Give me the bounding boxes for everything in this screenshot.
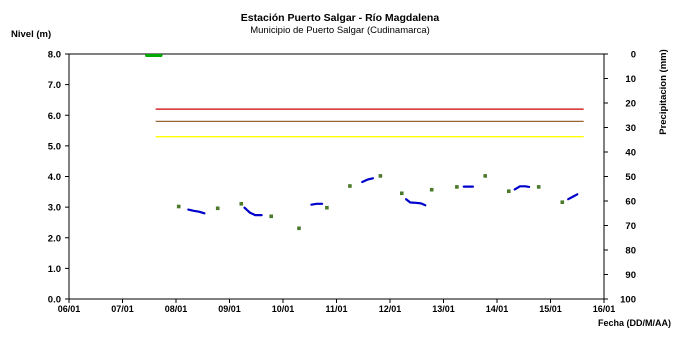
data-point <box>429 187 434 192</box>
x-tick-label: 13/01 <box>432 304 455 314</box>
data-point <box>378 174 383 178</box>
y2-tick-label: 30 <box>625 123 636 134</box>
y-tick-label: 2.0 <box>48 233 61 244</box>
y-tick-label: 7.0 <box>48 80 61 91</box>
series-line-segment <box>310 202 324 206</box>
series-line-segment <box>243 206 263 217</box>
y-tick-label: 4.0 <box>48 172 61 183</box>
series-line-segment <box>187 208 206 215</box>
series-layer <box>145 54 584 231</box>
y-tick-label: 6.0 <box>48 111 61 122</box>
data-point <box>560 200 565 204</box>
y2-tick-label: 10 <box>625 74 636 85</box>
chart-title: Estación Puerto Salgar - Río Magdalena <box>241 12 440 24</box>
x-tick-label: 14/01 <box>486 304 509 314</box>
series-line-segment <box>361 177 374 184</box>
axes-layer: 0.0 1.0 2.0 3.0 4.0 5.0 6.0 7.0 8.0 0 10 20 30 40 50 60… <box>48 50 636 315</box>
y2-tick-label: 20 <box>625 99 636 110</box>
x-tick-label: 06/01 <box>58 304 81 314</box>
y2-tick-label: 70 <box>625 221 636 232</box>
y2-tick-label: 40 <box>625 148 636 159</box>
data-point <box>348 184 352 188</box>
data-point <box>400 191 404 196</box>
y2-tick-label: 50 <box>625 172 636 183</box>
data-point <box>536 185 541 189</box>
x-tick-label: 07/01 <box>111 304 134 314</box>
x-tick-label: 10/01 <box>272 304 295 314</box>
data-point <box>455 185 459 189</box>
data-point <box>297 226 301 231</box>
plot-area <box>68 53 605 300</box>
y-tick-label: 8.0 <box>48 50 61 61</box>
data-point <box>215 206 220 211</box>
y-tick-label: 0.0 <box>48 295 61 306</box>
x-tick-label: 08/01 <box>165 304 188 314</box>
y2-tick-label: 60 <box>625 197 636 208</box>
data-point <box>239 202 244 206</box>
y-tick-label: 1.0 <box>48 264 61 275</box>
chart-subtitle: Municipio de Puerto Salgar (Cudinamarca) <box>250 25 430 36</box>
data-point <box>507 189 511 193</box>
y-tick-label: 3.0 <box>48 203 61 214</box>
x-tick-label: 16/01 <box>593 304 616 314</box>
y2-tick-label: 0 <box>631 50 636 61</box>
y2-axis-title: Precipitacion (mm) <box>658 49 669 135</box>
x-axis-title: Fecha (DD/M/AA) <box>598 318 671 328</box>
x-tick-label: 15/01 <box>539 304 562 314</box>
series-line-segment <box>567 193 579 201</box>
data-point <box>483 174 487 178</box>
series-line-segment <box>513 185 531 191</box>
y2-tick-label: 80 <box>625 246 636 257</box>
y2-tick-label: 90 <box>625 270 636 281</box>
x-tick-label: 09/01 <box>218 304 241 314</box>
series-line-segment <box>405 198 427 207</box>
y-tick-label: 5.0 <box>48 141 61 152</box>
y-axis-title: Nivel (m) <box>11 29 51 40</box>
y2-tick-label: 100 <box>620 295 636 306</box>
data-point <box>325 205 329 210</box>
data-point <box>176 204 181 209</box>
plot-border <box>68 53 605 300</box>
data-point <box>269 214 273 219</box>
x-tick-label: 11/01 <box>325 304 347 314</box>
x-tick-label: 12/01 <box>379 304 402 314</box>
